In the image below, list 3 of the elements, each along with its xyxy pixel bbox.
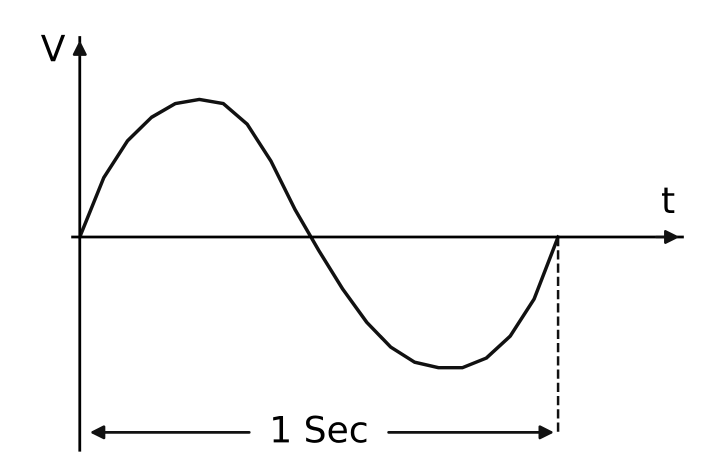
x-axis-title: t	[662, 188, 674, 213]
y-axis-title: V	[41, 34, 66, 62]
text: 1 Sec	[273, 416, 366, 443]
